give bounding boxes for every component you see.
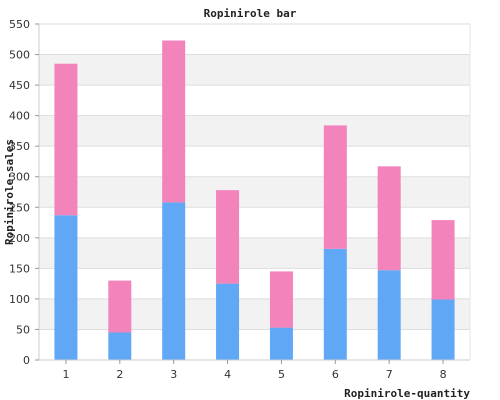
x-tick-label: 1 [62, 368, 69, 381]
bar-segment [377, 270, 401, 360]
y-tick-label: 550 [9, 18, 30, 31]
bar-segment [162, 202, 186, 360]
x-tick-label: 7 [386, 368, 393, 381]
background-bands [39, 54, 470, 330]
x-tick-labels: 1 2 3 4 5 6 7 8 [62, 360, 447, 381]
y-tick-label: 200 [9, 232, 30, 245]
y-tick-label: 250 [9, 201, 30, 214]
grid-band [39, 115, 470, 147]
x-tick-label: 5 [278, 368, 285, 381]
bar-segment [108, 332, 132, 360]
y-tick-label: 300 [9, 171, 30, 184]
y-tick-label: 400 [9, 110, 30, 123]
y-tick-label: 50 [16, 323, 30, 336]
x-axis-label: Ropinirole-quantity [344, 387, 470, 400]
grid-band [39, 237, 470, 269]
bar-segment [216, 283, 240, 360]
bar-segment [54, 63, 78, 216]
y-tick-label: 450 [9, 79, 30, 92]
bar-segment [216, 190, 240, 284]
bar-segment [431, 220, 455, 300]
y-tick-label: 100 [9, 293, 30, 306]
bar-segment [377, 166, 401, 271]
axes [38, 24, 471, 361]
bar-segment [108, 280, 132, 333]
x-tick-label: 6 [332, 368, 339, 381]
grid-band [39, 54, 470, 86]
bar-segment [323, 125, 347, 249]
x-tick-label: 3 [170, 368, 177, 381]
bar-segment [269, 271, 293, 328]
y-tick-label: 350 [9, 140, 30, 153]
y-axis-label: Ropinirole-sales [3, 139, 16, 245]
bar-segment [54, 215, 78, 360]
bar-segment [162, 40, 186, 203]
grid-band [39, 176, 470, 208]
x-tick-label: 8 [440, 368, 447, 381]
grid-band [39, 298, 470, 330]
y-tick-label: 150 [9, 262, 30, 275]
x-tick-label: 2 [116, 368, 123, 381]
bars [54, 40, 455, 360]
y-tick-label: 0 [23, 354, 30, 367]
bar-segment [431, 299, 455, 360]
bar-segment [323, 248, 347, 360]
chart-title: Ropinirole bar [204, 7, 297, 20]
y-tick-label: 500 [9, 49, 30, 62]
bar-segment [269, 327, 293, 360]
x-tick-label: 4 [224, 368, 231, 381]
y-tick-labels: 0 50 100 150 200 250 300 350 400 450 500 550 [9, 18, 39, 367]
